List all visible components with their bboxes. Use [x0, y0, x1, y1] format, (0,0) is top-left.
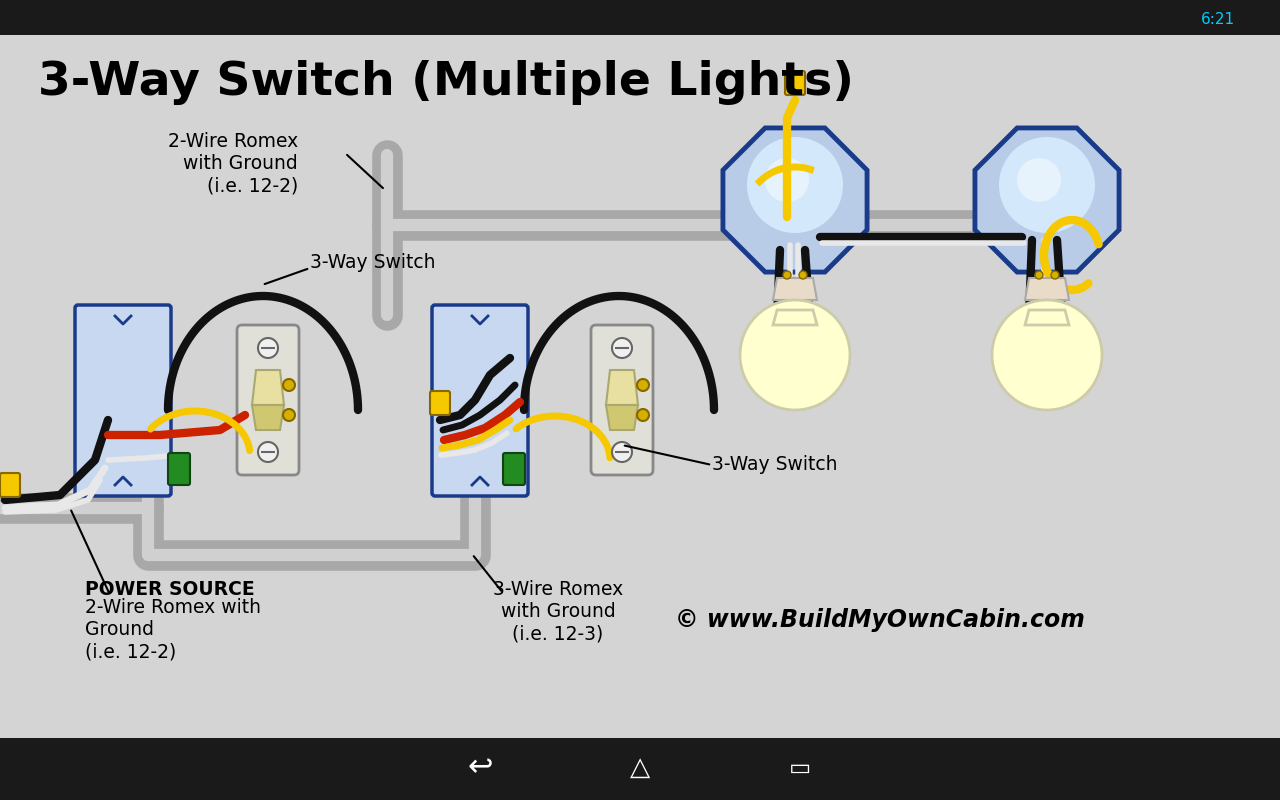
Circle shape	[748, 137, 844, 233]
Bar	[0, 738, 1280, 800]
Circle shape	[283, 409, 294, 421]
Circle shape	[740, 300, 850, 410]
Text: 3-Wire Romex
with Ground
(i.e. 12-3): 3-Wire Romex with Ground (i.e. 12-3)	[493, 580, 623, 643]
Polygon shape	[605, 370, 637, 405]
Circle shape	[283, 379, 294, 391]
Text: △: △	[630, 755, 650, 781]
Circle shape	[998, 137, 1094, 233]
Circle shape	[799, 271, 806, 279]
Circle shape	[268, 396, 276, 404]
Text: 3-Way Switch: 3-Way Switch	[310, 253, 435, 271]
Bar	[0, 0, 1280, 35]
FancyBboxPatch shape	[591, 325, 653, 475]
Polygon shape	[605, 405, 637, 430]
Circle shape	[1051, 271, 1059, 279]
Circle shape	[259, 442, 278, 462]
Polygon shape	[773, 310, 817, 325]
FancyBboxPatch shape	[785, 71, 805, 95]
Circle shape	[622, 396, 630, 404]
Circle shape	[992, 300, 1102, 410]
Circle shape	[268, 416, 276, 424]
FancyBboxPatch shape	[168, 453, 189, 485]
FancyBboxPatch shape	[430, 391, 451, 415]
Text: POWER SOURCE: POWER SOURCE	[84, 580, 255, 599]
Bar	[1025, 335, 1069, 365]
Text: ▭: ▭	[788, 756, 812, 780]
Circle shape	[637, 409, 649, 421]
Circle shape	[783, 271, 791, 279]
Polygon shape	[975, 128, 1119, 272]
FancyBboxPatch shape	[503, 453, 525, 485]
Text: 3-Way Switch: 3-Way Switch	[712, 455, 837, 474]
Circle shape	[1018, 158, 1061, 202]
Bar	[0, 35, 1280, 738]
Text: 6:21: 6:21	[1201, 13, 1235, 27]
Circle shape	[765, 158, 809, 202]
Polygon shape	[723, 128, 867, 272]
Polygon shape	[252, 405, 284, 430]
Polygon shape	[773, 278, 817, 300]
Text: 2-Wire Romex
with Ground
(i.e. 12-2): 2-Wire Romex with Ground (i.e. 12-2)	[168, 132, 298, 195]
Circle shape	[259, 338, 278, 358]
Polygon shape	[252, 370, 284, 405]
Circle shape	[622, 416, 630, 424]
Bar	[773, 335, 817, 365]
Circle shape	[1036, 271, 1043, 279]
Circle shape	[268, 376, 276, 384]
Circle shape	[622, 376, 630, 384]
FancyBboxPatch shape	[76, 305, 172, 496]
Text: 2-Wire Romex with
Ground
(i.e. 12-2): 2-Wire Romex with Ground (i.e. 12-2)	[84, 598, 261, 661]
Circle shape	[612, 442, 632, 462]
Text: © www.BuildMyOwnCabin.com: © www.BuildMyOwnCabin.com	[675, 608, 1085, 632]
Polygon shape	[1025, 278, 1069, 300]
Text: ↩: ↩	[467, 754, 493, 782]
Text: 3-Way Switch (Multiple Lights): 3-Way Switch (Multiple Lights)	[38, 60, 854, 105]
Circle shape	[612, 338, 632, 358]
FancyBboxPatch shape	[237, 325, 300, 475]
Circle shape	[637, 379, 649, 391]
FancyBboxPatch shape	[0, 473, 20, 497]
FancyBboxPatch shape	[433, 305, 529, 496]
Polygon shape	[1025, 310, 1069, 325]
